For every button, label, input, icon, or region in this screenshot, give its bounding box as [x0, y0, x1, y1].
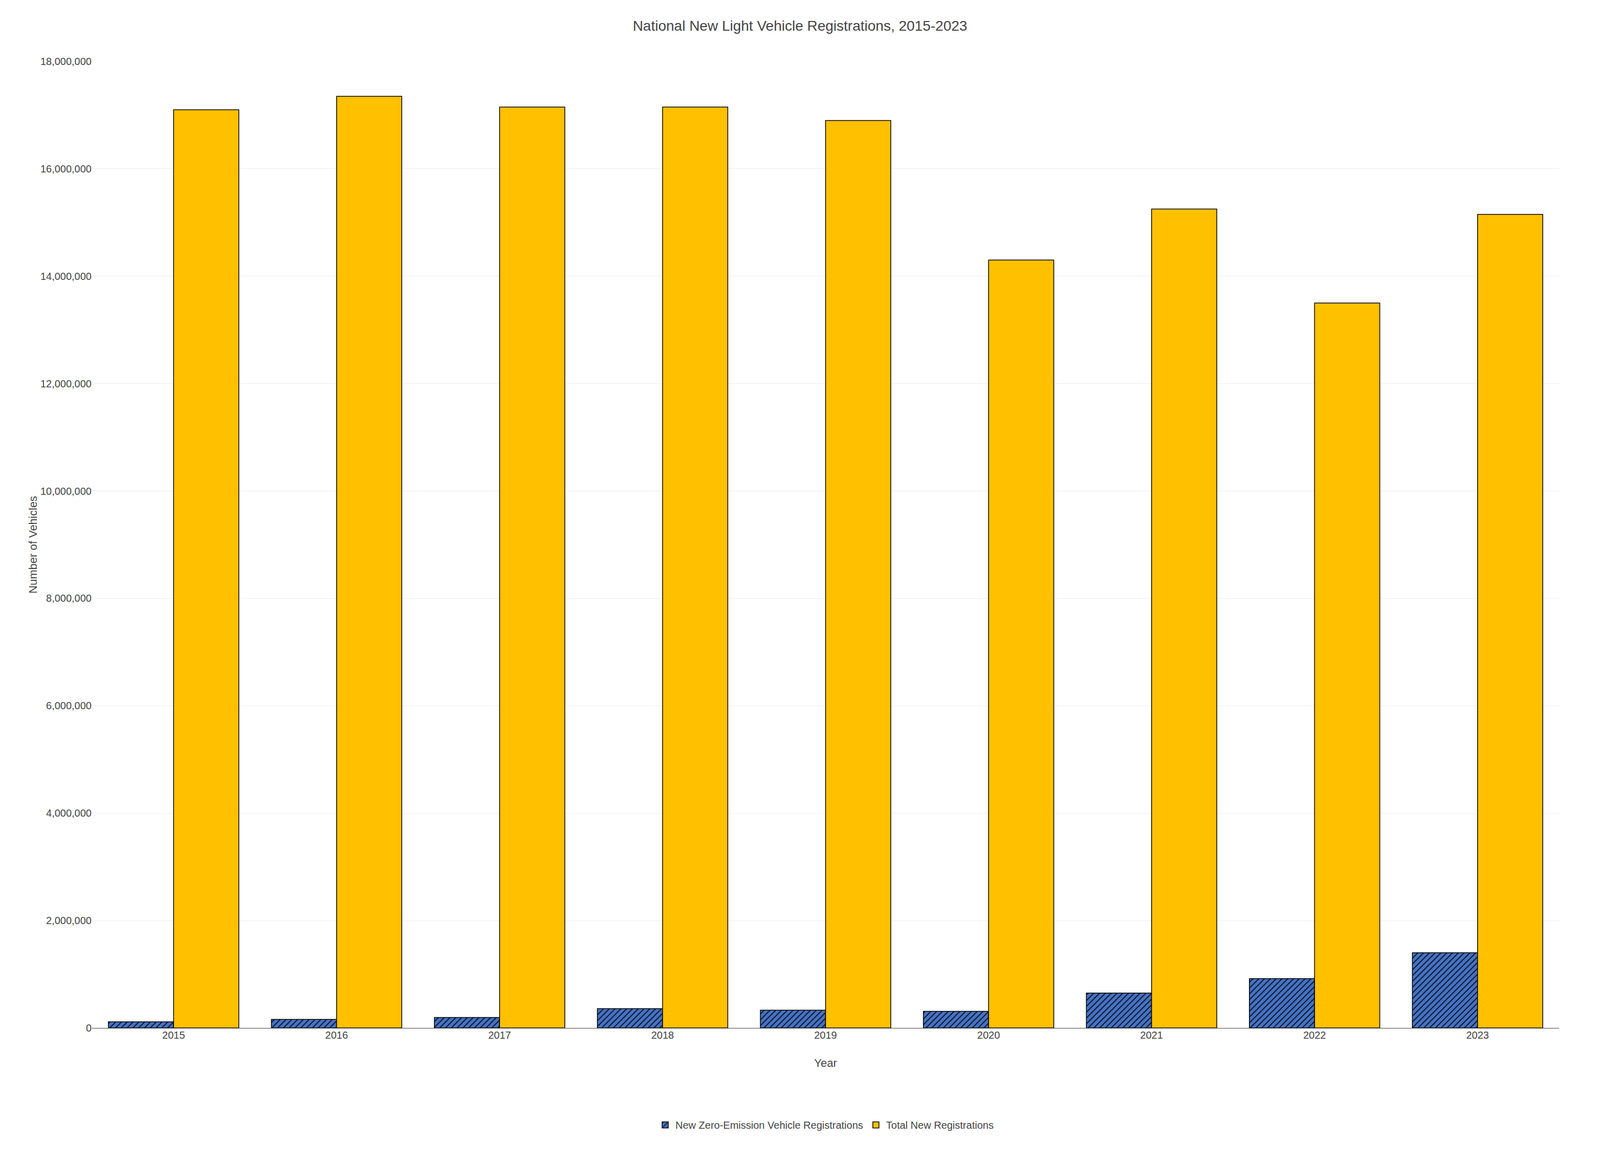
svg-text:6,000,000: 6,000,000: [46, 699, 92, 712]
svg-text:Number of Vehicles: Number of Vehicles: [26, 495, 40, 594]
svg-text:12,000,000: 12,000,000: [40, 378, 92, 390]
svg-text:2015: 2015: [162, 1029, 186, 1041]
svg-text:14,000,000: 14,000,000: [40, 270, 92, 282]
svg-text:2018: 2018: [651, 1029, 675, 1041]
svg-text:2023: 2023: [1465, 1029, 1489, 1041]
svg-text:2,000,000: 2,000,000: [46, 914, 92, 927]
svg-text:2016: 2016: [325, 1029, 349, 1041]
svg-text:4,000,000: 4,000,000: [46, 807, 92, 819]
svg-text:18,000,000: 18,000,000: [40, 55, 92, 68]
svg-text:2021: 2021: [1140, 1029, 1164, 1041]
svg-text:Year: Year: [814, 1056, 837, 1070]
svg-text:2017: 2017: [488, 1029, 512, 1041]
svg-text:10,000,000: 10,000,000: [40, 485, 92, 497]
svg-text:Total New Registrations: Total New Registrations: [886, 1119, 994, 1131]
svg-text:8,000,000: 8,000,000: [46, 592, 92, 604]
svg-text:0: 0: [85, 1022, 92, 1034]
svg-text:2020: 2020: [977, 1029, 1001, 1041]
svg-text:2022: 2022: [1303, 1029, 1327, 1041]
svg-text:National New Light Vehicle Reg: National New Light Vehicle Registrations…: [632, 17, 968, 34]
svg-text:2019: 2019: [814, 1029, 838, 1041]
svg-text:16,000,000: 16,000,000: [40, 163, 92, 175]
svg-text:New Zero-Emission Vehicle Regi: New Zero-Emission Vehicle Registrations: [675, 1119, 864, 1131]
